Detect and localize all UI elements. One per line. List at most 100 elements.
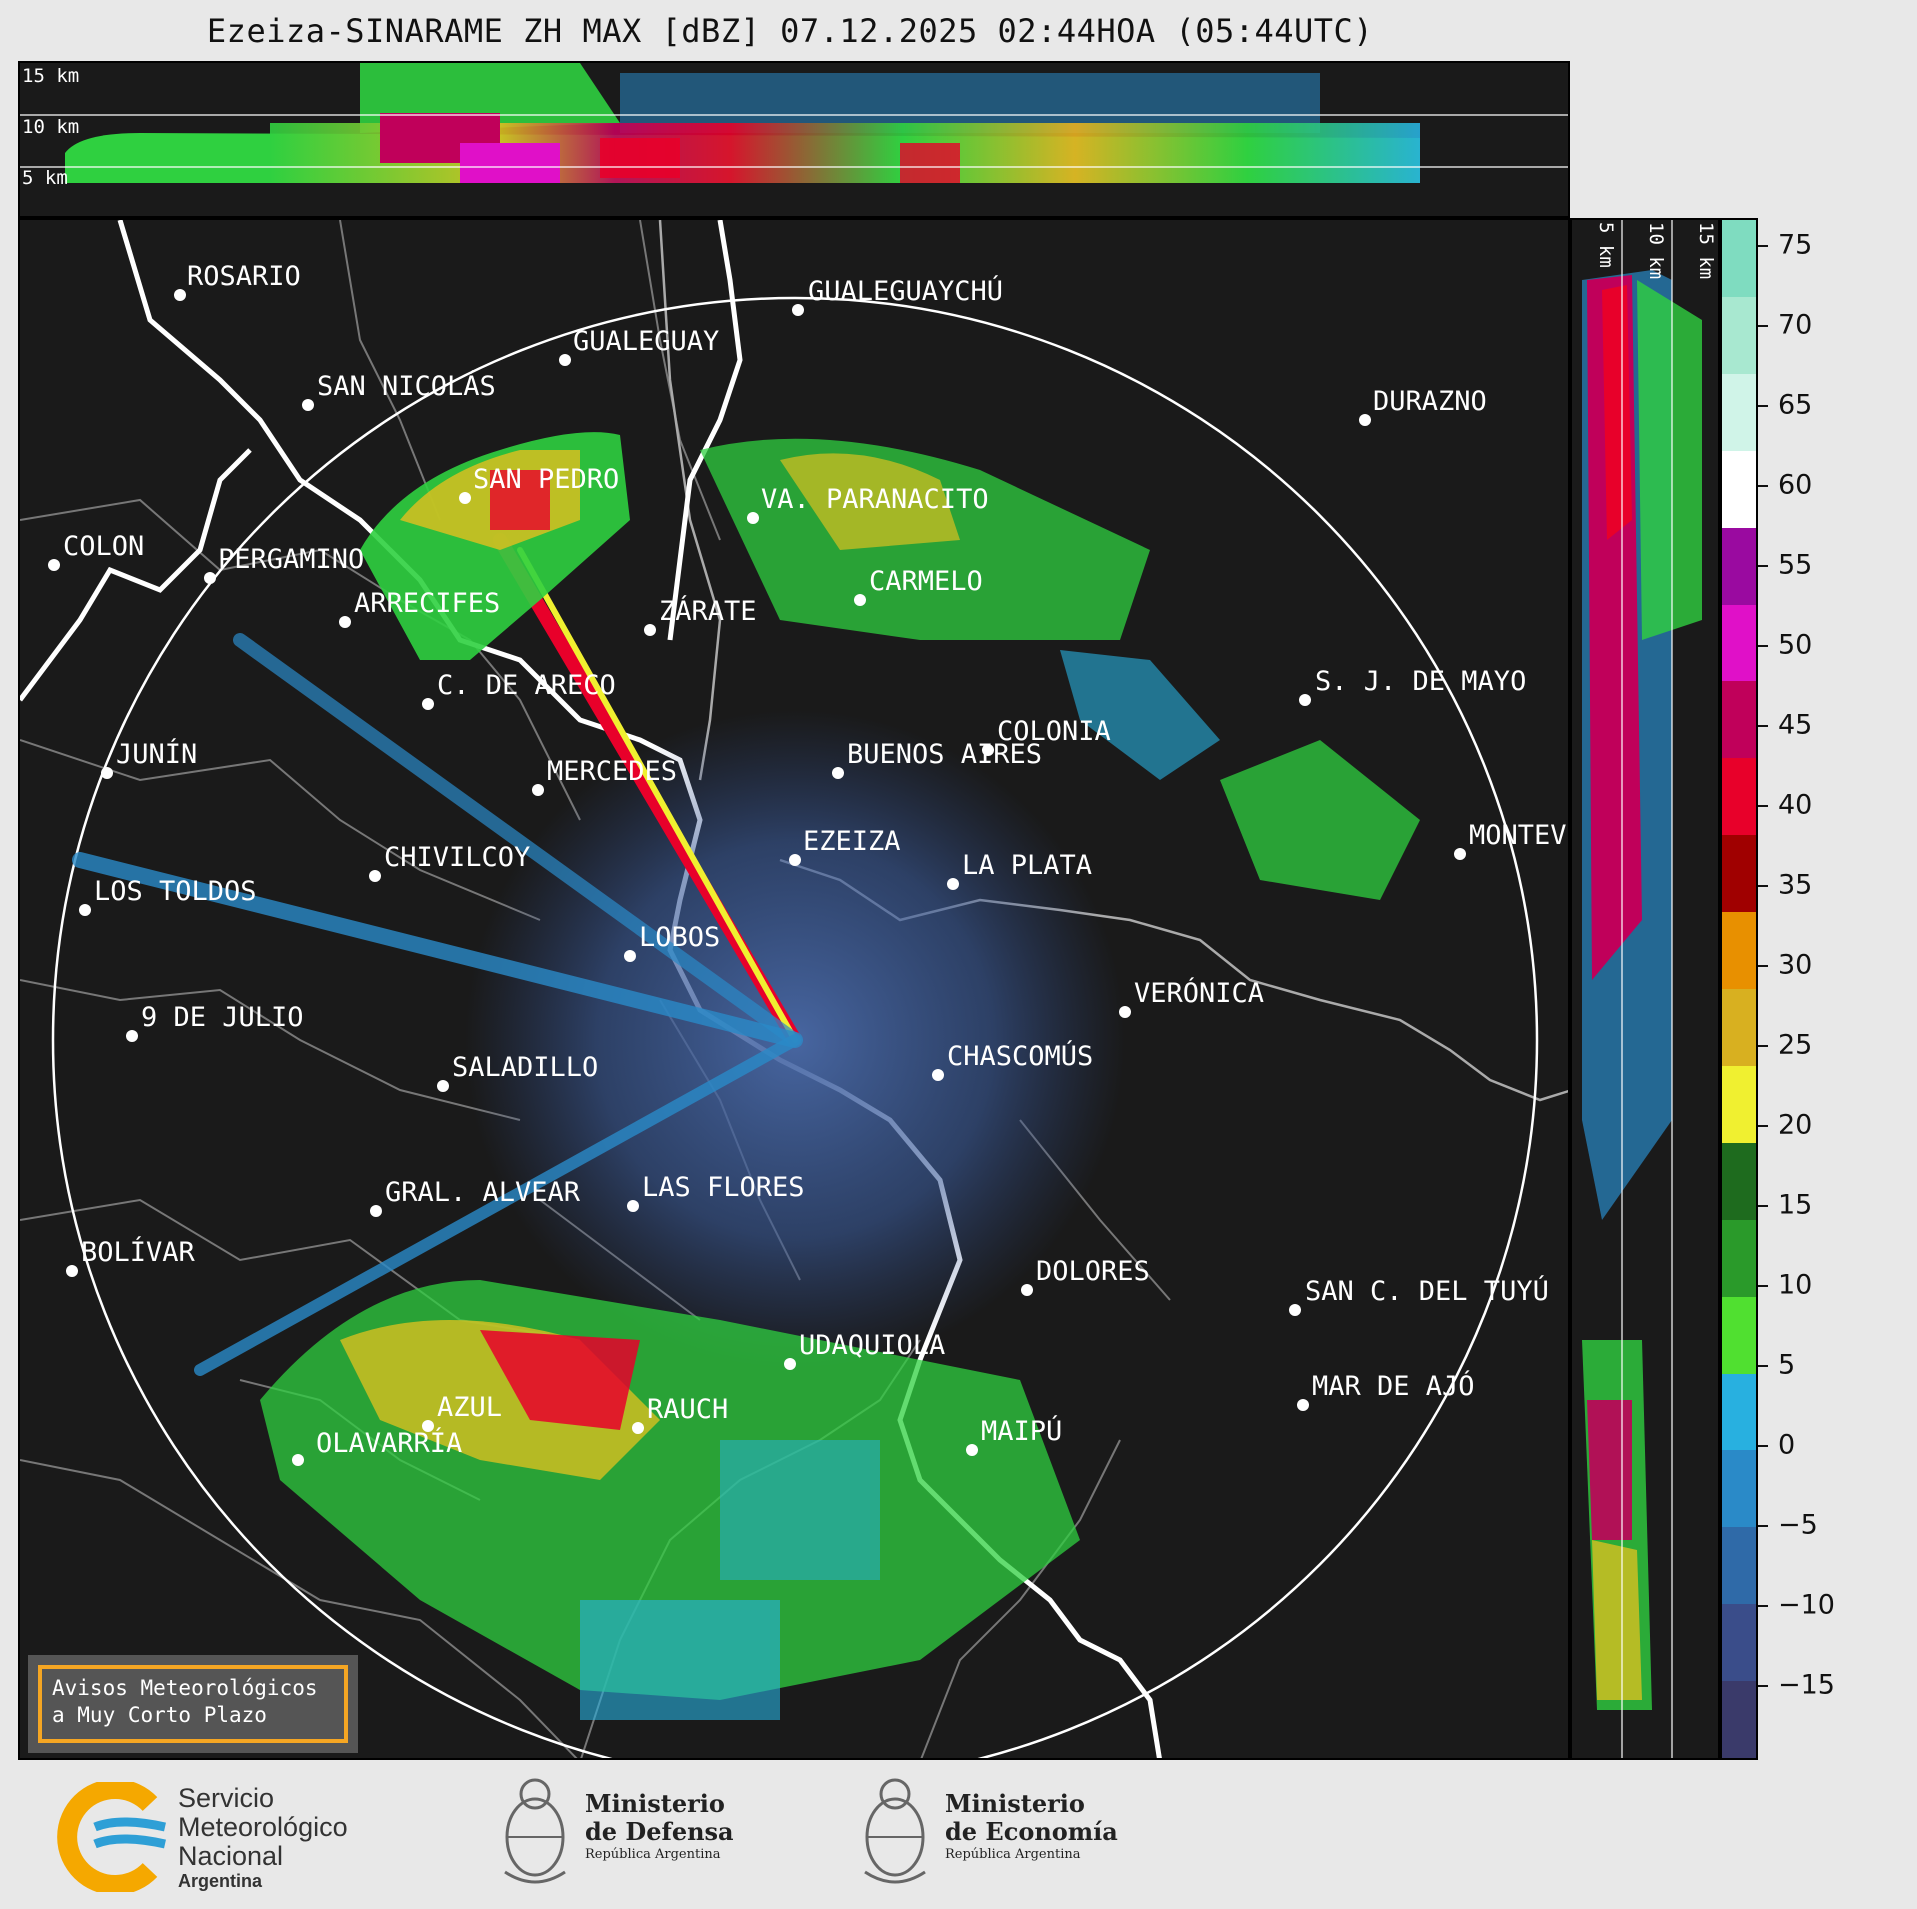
- colorbar-band: [1722, 527, 1756, 605]
- colorbar-tick-label: 10: [1778, 1269, 1813, 1301]
- colorbar-band: [1722, 758, 1756, 836]
- city-marker: SAN PEDRO: [459, 464, 619, 504]
- city-dot: [644, 624, 656, 636]
- city-dot: [204, 572, 216, 584]
- city-dot: [370, 1205, 382, 1217]
- city-marker: GRAL. ALVEAR: [370, 1177, 581, 1217]
- colorbar-band: [1722, 296, 1756, 375]
- colorbar-tick-mark: [1758, 645, 1768, 647]
- city-dot: [369, 870, 381, 882]
- colorbar-tick-label: 20: [1778, 1109, 1813, 1141]
- precipitation-south: [260, 1280, 1080, 1720]
- city-dot: [292, 1454, 304, 1466]
- city-dot: [459, 492, 471, 504]
- colorbar-tick-label: 30: [1778, 949, 1813, 981]
- colorbar-band: [1722, 1219, 1756, 1298]
- height-label-5km: 5 km: [22, 167, 68, 189]
- city-marker: SAN NICOLÁS: [302, 370, 496, 411]
- city-dot: [789, 854, 801, 866]
- colorbar-band: [1722, 1065, 1756, 1144]
- city-label: GUALEGUAYCHÚ: [808, 275, 1003, 307]
- city-label: MONTEVIDEO: [1469, 820, 1570, 851]
- city-dot: [982, 744, 994, 756]
- city-marker: CHASCOMÚS: [932, 1040, 1093, 1081]
- city-label: ROSARIO: [187, 261, 301, 292]
- city-marker: SAN C. DEL TUYÚ: [1289, 1275, 1549, 1316]
- city-dot: [339, 616, 351, 628]
- coat-of-arms-icon: [864, 1778, 926, 1884]
- city-dot: [1119, 1006, 1131, 1018]
- city-dot: [174, 289, 186, 301]
- colorbar-tick-mark: [1758, 405, 1768, 407]
- city-label: CHIVILCOY: [384, 842, 530, 873]
- city-label: OLAVARRÍA: [316, 1427, 462, 1459]
- defensa-line-1: Ministerio: [585, 1789, 725, 1818]
- city-marker: MAIPÚ: [966, 1415, 1062, 1456]
- radar-map-panel: ROSARIO GUALEGUAYCHÚ GUALEGUAY SAN NICOLÁS D…: [18, 218, 1570, 1760]
- colorbar-tick-label: −5: [1778, 1509, 1818, 1541]
- echo-core-pink: [460, 143, 560, 183]
- city-dot: [966, 1444, 978, 1456]
- colorbar-band: [1722, 1142, 1756, 1221]
- city-dot: [947, 878, 959, 890]
- city-label: LA PLATA: [962, 850, 1092, 881]
- city-marker: RAUCH: [632, 1394, 728, 1434]
- city-marker: LAS FLORES: [627, 1172, 805, 1212]
- city-label: 9 DE JULIO: [141, 1002, 304, 1033]
- colorbar-tick-mark: [1758, 1285, 1768, 1287]
- city-marker: GUALEGUAY: [559, 326, 719, 366]
- city-labels: ROSARIO GUALEGUAYCHÚ GUALEGUAY SAN NICOLÁS D…: [48, 261, 1570, 1466]
- city-marker: JUNÍN: [101, 738, 197, 779]
- footer-logos: Servicio Meteorológico Nacional Argentin…: [0, 1762, 1917, 1909]
- city-dot: [627, 1200, 639, 1212]
- colorbar-tick-mark: [1758, 1685, 1768, 1687]
- avisos-box[interactable]: Avisos Meteorológicos a Muy Corto Plazo: [28, 1655, 358, 1753]
- city-label: JUNÍN: [116, 738, 197, 770]
- colorbar-tick-label: 25: [1778, 1029, 1813, 1061]
- colorbar-band: [1722, 1681, 1756, 1759]
- city-marker: LOBOS: [624, 922, 720, 962]
- city-marker: LOS TOLDOS: [79, 876, 257, 916]
- city-dot: [632, 1422, 644, 1434]
- colorbar-tick-mark: [1758, 805, 1768, 807]
- smn-logo-text: Servicio Meteorológico Nacional Argentin…: [178, 1783, 348, 1892]
- city-label: LAS FLORES: [642, 1172, 805, 1203]
- echo-top-blue: [620, 73, 1320, 133]
- city-marker: S. J. DE MAYO: [1299, 666, 1526, 706]
- city-label: RAUCH: [647, 1394, 728, 1425]
- range-ring: [51, 296, 1539, 1758]
- city-label: DURAZNO: [1373, 386, 1487, 417]
- right-height-label-10km: 10 km: [1645, 222, 1667, 279]
- city-label: UDAQUIOLA: [799, 1330, 945, 1361]
- economia-line-3: República Argentina: [945, 1847, 1081, 1862]
- city-marker: C. DE ARECO: [422, 670, 616, 710]
- city-marker: EZEIZA: [789, 826, 901, 866]
- defensa-line-2: de Defensa: [585, 1817, 734, 1846]
- colorbar-tick-label: 45: [1778, 709, 1813, 741]
- city-label: VERÓNICA: [1134, 977, 1264, 1009]
- smn-line-2: Meteorológico: [178, 1812, 348, 1842]
- city-dot: [1021, 1284, 1033, 1296]
- city-dot: [437, 1080, 449, 1092]
- city-label: SAN C. DEL TUYÚ: [1305, 1275, 1549, 1307]
- city-label: LOS TOLDOS: [94, 876, 257, 907]
- city-label: DOLORES: [1036, 1256, 1150, 1287]
- precipitation-north: [360, 432, 1420, 900]
- east-west-section-panel: 5 km 10 km 15 km: [1570, 218, 1720, 1760]
- colorbar-tick-label: −10: [1778, 1589, 1835, 1621]
- city-marker: LA PLATA: [947, 850, 1092, 890]
- city-marker: OLAVARRÍA: [292, 1427, 462, 1466]
- city-dot: [532, 784, 544, 796]
- colorbar-tick-label: 60: [1778, 469, 1813, 501]
- city-marker: MONTEVIDEO: [1454, 820, 1570, 860]
- city-dot: [932, 1069, 944, 1081]
- smn-line-1: Servicio: [178, 1783, 275, 1813]
- colorbar-tick-label: −15: [1778, 1669, 1835, 1701]
- colorbar-band: [1722, 604, 1756, 682]
- city-marker: DURAZNO: [1359, 386, 1487, 426]
- coat-of-arms-icon: [504, 1778, 566, 1884]
- radar-map-svg: ROSARIO GUALEGUAYCHÚ GUALEGUAY SAN NICOLÁS D…: [20, 220, 1570, 1758]
- city-dot: [126, 1030, 138, 1042]
- city-dot: [1297, 1399, 1309, 1411]
- city-label: GUALEGUAY: [573, 326, 719, 357]
